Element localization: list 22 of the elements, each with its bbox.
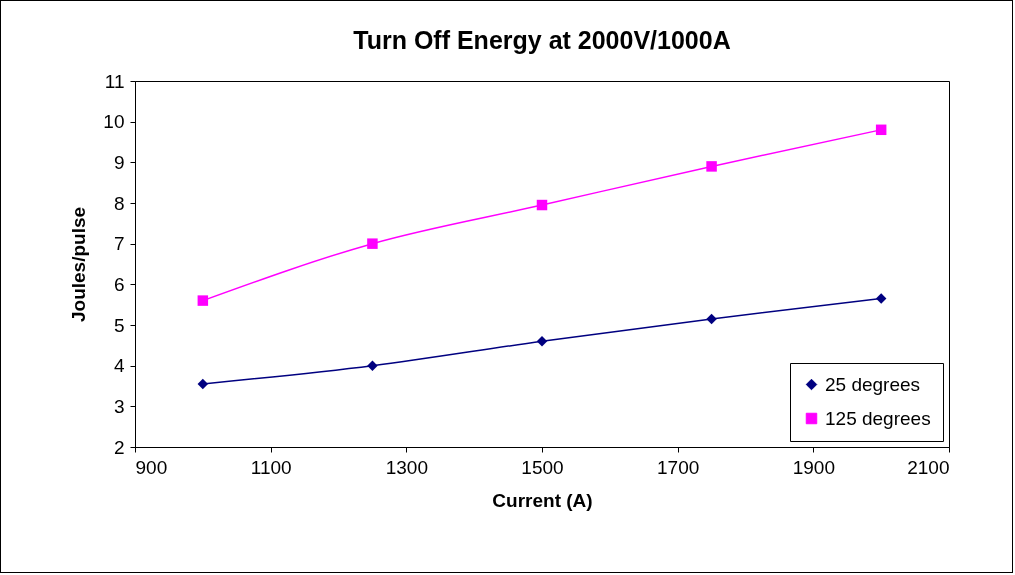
y-axis-title: Joules/pulse xyxy=(68,206,90,323)
y-tick-label: 4 xyxy=(113,355,125,377)
y-tick-label: 10 xyxy=(103,111,125,133)
y-tick-label: 7 xyxy=(113,233,125,255)
legend-label: 25 degrees xyxy=(825,373,921,395)
x-tick-label: 1700 xyxy=(657,456,700,478)
x-tick-label: 1500 xyxy=(521,456,564,478)
y-tick-label: 9 xyxy=(113,151,125,173)
y-tick-label: 8 xyxy=(113,192,125,214)
x-tick-label: 1300 xyxy=(385,456,428,478)
y-tick-label: 3 xyxy=(113,395,125,417)
y-tick-label: 6 xyxy=(113,273,125,295)
legend-label: 125 degrees xyxy=(825,407,931,429)
x-axis-title: Current (A) xyxy=(492,489,593,511)
y-tick-label: 5 xyxy=(113,314,125,336)
chart-title: Turn Off Energy at 2000V/1000A xyxy=(353,26,731,54)
x-tick-label: 1900 xyxy=(792,456,835,478)
x-tick-label: 2100 xyxy=(907,456,950,478)
y-tick-label: 2 xyxy=(113,436,125,458)
y-tick-label: 11 xyxy=(104,70,125,92)
x-tick-label: 1100 xyxy=(250,456,292,478)
x-tick-label: 900 xyxy=(135,456,168,478)
